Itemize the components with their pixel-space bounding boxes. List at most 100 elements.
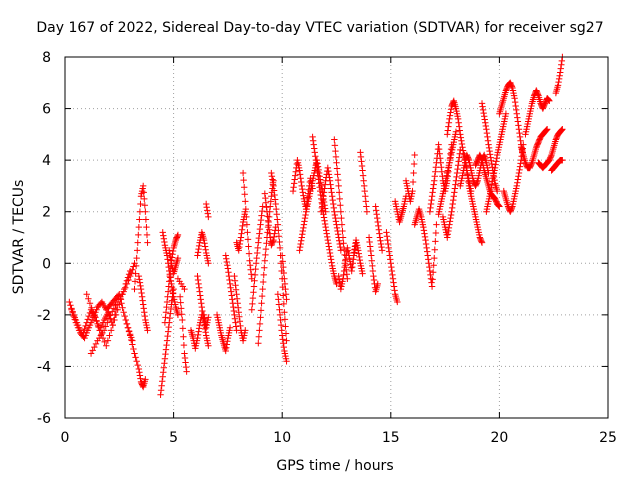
data-point	[159, 373, 166, 380]
data-point	[327, 252, 334, 260]
data-point	[363, 208, 371, 215]
data-point	[447, 106, 455, 113]
data-point	[181, 285, 188, 293]
data-point	[317, 179, 324, 186]
data-point	[377, 240, 385, 248]
data-point	[431, 254, 438, 262]
data-point	[163, 337, 171, 344]
data-point	[324, 233, 331, 241]
data-point	[517, 156, 525, 164]
data-point	[432, 238, 439, 245]
data-point	[359, 167, 366, 174]
data-point	[161, 238, 168, 246]
data-point	[114, 306, 121, 313]
data-point	[248, 306, 255, 313]
data-point	[463, 163, 470, 170]
data-point	[125, 276, 132, 284]
data-point	[425, 256, 432, 263]
data-point	[230, 307, 238, 315]
x-axis-label: GPS time / hours	[276, 458, 394, 474]
data-point	[203, 204, 210, 211]
data-point	[300, 224, 307, 232]
data-point	[557, 65, 564, 72]
data-point	[167, 256, 175, 264]
data-point	[277, 321, 285, 329]
data-point	[125, 328, 133, 335]
data-point	[455, 158, 462, 165]
data-point	[136, 216, 143, 223]
data-point	[202, 200, 210, 208]
data-point	[333, 224, 341, 232]
data-point	[374, 214, 381, 222]
data-point	[272, 200, 279, 208]
data-point	[358, 158, 365, 165]
data-point	[109, 308, 116, 315]
data-point	[485, 144, 493, 152]
data-point	[338, 221, 346, 228]
data-point	[231, 277, 239, 284]
data-point	[283, 358, 290, 365]
data-point	[136, 279, 144, 286]
data-point	[487, 154, 494, 161]
data-point	[341, 263, 348, 271]
data-point	[135, 272, 143, 280]
data-point	[343, 271, 351, 278]
data-point	[180, 341, 188, 349]
data-point	[444, 231, 452, 238]
data-point	[296, 167, 303, 174]
data-point	[555, 78, 562, 86]
y-tick-label: -4	[37, 359, 51, 375]
data-point	[283, 337, 290, 344]
data-point	[377, 237, 384, 244]
data-point	[235, 304, 242, 311]
data-point	[163, 341, 170, 349]
data-point	[256, 225, 264, 233]
data-point	[320, 193, 327, 200]
data-point	[166, 278, 173, 285]
data-point	[317, 191, 324, 199]
data-point	[391, 287, 398, 294]
data-point	[199, 307, 206, 315]
data-point	[314, 172, 322, 179]
data-point	[376, 234, 384, 241]
data-point	[231, 311, 238, 319]
data-point	[201, 243, 209, 250]
data-point	[332, 218, 340, 225]
data-point	[110, 305, 118, 312]
data-point	[280, 269, 288, 277]
data-point	[254, 244, 261, 252]
data-point	[132, 270, 139, 277]
data-point	[83, 291, 90, 298]
data-point	[244, 229, 251, 236]
data-point	[394, 298, 401, 306]
data-point	[492, 161, 499, 168]
data-point	[483, 129, 491, 137]
data-point	[247, 266, 254, 273]
data-point	[542, 127, 550, 134]
data-point	[100, 327, 108, 334]
data-point	[349, 260, 356, 267]
data-point	[310, 141, 317, 148]
data-point	[133, 254, 140, 262]
data-point	[486, 151, 494, 158]
data-point	[451, 189, 458, 196]
data-point	[318, 208, 325, 215]
data-point	[259, 285, 266, 293]
data-point	[365, 234, 373, 241]
data-point	[298, 182, 305, 190]
data-point	[133, 358, 140, 365]
data-point	[174, 231, 182, 239]
data-point	[282, 291, 290, 298]
data-point	[167, 253, 174, 261]
data-point	[429, 269, 437, 276]
x-tick-label: 0	[61, 430, 70, 446]
data-point	[262, 194, 269, 202]
data-point	[292, 168, 299, 175]
data-point	[427, 200, 435, 208]
data-point	[182, 359, 189, 366]
data-point	[451, 185, 459, 192]
data-point	[300, 192, 307, 199]
data-point	[282, 323, 289, 330]
data-point	[450, 193, 457, 200]
